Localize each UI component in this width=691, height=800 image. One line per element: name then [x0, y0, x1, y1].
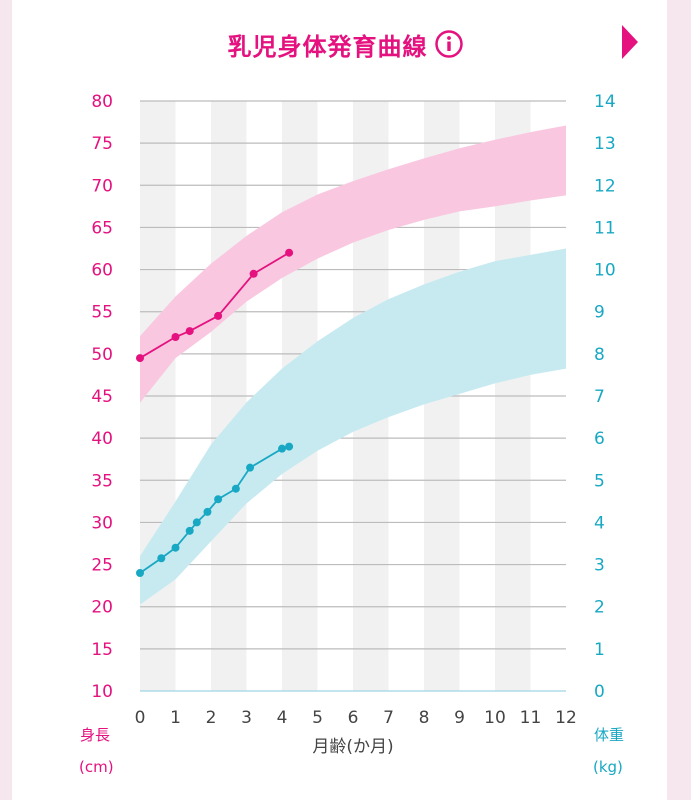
- y-right-tick-label: 7: [594, 387, 605, 407]
- x-tick-label: 6: [348, 708, 359, 728]
- y-left-tick-label: 80: [91, 92, 113, 112]
- weight-point: [278, 444, 286, 453]
- x-tick-label: 10: [484, 708, 506, 728]
- x-tick-label: 8: [419, 708, 430, 728]
- y-right-tick-label: 8: [594, 345, 605, 365]
- y-right-tick-label: 14: [594, 92, 616, 112]
- weight-point: [246, 463, 255, 472]
- x-axis-label: 月齢(か月): [312, 737, 393, 757]
- y-right-tick-label: 5: [594, 471, 605, 491]
- y-right-tick-label: 12: [594, 176, 616, 196]
- length-point: [285, 248, 294, 257]
- y-right-tick-label: 0: [594, 682, 605, 702]
- length-series-line: [139, 251, 290, 359]
- y-right-tick-label: 4: [594, 513, 605, 533]
- y-left-label: 身長: [80, 726, 110, 744]
- y-left-tick-label: 55: [91, 303, 113, 323]
- weight-point: [171, 543, 180, 552]
- y-left-unit: (cm): [79, 758, 114, 776]
- weight-band: [140, 248, 566, 605]
- length-point: [171, 333, 180, 341]
- y-right-tick-label: 6: [594, 429, 605, 449]
- length-band: [140, 125, 566, 403]
- x-tick-label: 12: [555, 708, 577, 728]
- x-tick-label: 0: [135, 708, 146, 728]
- length-point: [136, 354, 144, 363]
- y-left-tick-label: 45: [91, 387, 113, 407]
- y-right-tick-label: 11: [594, 218, 616, 238]
- y-left-tick-label: 30: [91, 513, 113, 533]
- y-left-tick-label: 40: [91, 429, 113, 449]
- y-right-label: 体重: [594, 726, 624, 744]
- header: 乳児身体発育曲線: [0, 22, 691, 66]
- y-right-tick-label: 10: [594, 261, 616, 281]
- y-right-unit: (kg): [593, 758, 623, 776]
- y-left-tick-label: 20: [91, 598, 113, 618]
- x-tick-label: 2: [206, 708, 217, 728]
- y-right-tick-label: 3: [594, 556, 605, 576]
- y-left-tick-label: 15: [91, 640, 113, 660]
- y-right-tick-label: 2: [594, 598, 605, 618]
- length-point: [249, 269, 258, 278]
- y-right-tick-label: 13: [594, 134, 616, 154]
- x-tick-label: 7: [383, 708, 394, 728]
- y-left-tick-label: 70: [91, 176, 113, 196]
- y-left-tick-label: 50: [91, 345, 113, 365]
- y-left-tick-label: 65: [91, 218, 113, 238]
- x-tick-label: 1: [170, 708, 181, 728]
- y-left-tick-label: 75: [91, 134, 113, 154]
- y-right-tick-label: 9: [594, 303, 605, 323]
- percentile-bands: [140, 125, 566, 605]
- info-icon[interactable]: [434, 29, 464, 63]
- weight-point: [185, 526, 194, 535]
- weight-point: [157, 554, 166, 563]
- next-arrow-icon[interactable]: [622, 25, 640, 63]
- x-tick-label: 11: [520, 708, 542, 728]
- weight-point: [192, 518, 201, 527]
- y-left-tick-label: 25: [91, 556, 113, 576]
- weight-point: [136, 569, 144, 577]
- y-left-tick-label: 60: [91, 261, 113, 281]
- data-series: [136, 248, 294, 577]
- x-tick-label: 3: [241, 708, 252, 728]
- weight-point: [214, 495, 223, 504]
- page-title: 乳児身体発育曲線: [227, 32, 428, 61]
- x-tick-label: 9: [454, 708, 465, 728]
- length-point: [185, 327, 194, 336]
- y-right-tick-label: 1: [594, 640, 605, 660]
- x-tick-label: 5: [312, 708, 323, 728]
- y-left-tick-label: 35: [91, 471, 113, 491]
- weight-point: [203, 507, 212, 516]
- length-point: [214, 311, 223, 320]
- x-tick-label: 4: [277, 708, 288, 728]
- y-left-tick-label: 10: [91, 682, 113, 702]
- weight-point: [231, 484, 240, 493]
- axes: 1015202530354045505560657075800123456789…: [91, 92, 615, 728]
- weight-point: [285, 442, 294, 451]
